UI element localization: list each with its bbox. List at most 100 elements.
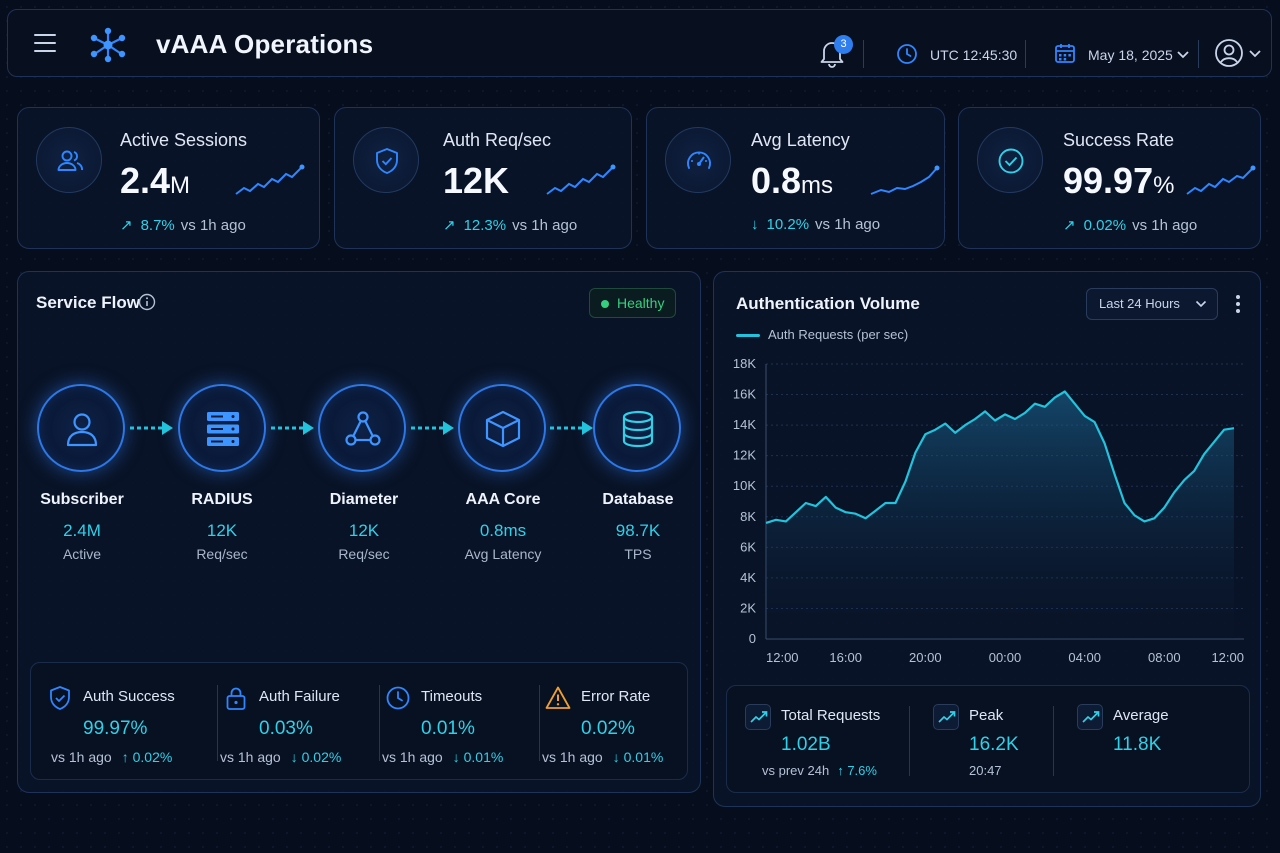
kpi-label: Active Sessions [120,130,248,150]
node-sublabel: Req/sec [338,546,390,562]
y-tick-label: 0 [749,631,756,646]
date-selector[interactable]: May 18, 2025 [1088,47,1173,63]
chevron-down-icon[interactable] [1248,48,1262,60]
arrow-down-icon: ↓ [751,216,759,233]
node-radius[interactable] [178,384,266,472]
stat-value: 0.02% [581,718,635,739]
service-stats: Auth Success 99.97% vs 1h ago ↑ 0.02% Aut… [30,662,688,780]
info-icon[interactable] [138,293,156,311]
stat-footer: vs 1h ago ↑ 0.02% [51,749,173,765]
kpi-card-auth-req[interactable]: Auth Req/sec 12K ↗ 12.3% vs 1h ago [334,107,632,249]
node-name: AAA Core [465,491,541,508]
kpi-card-active-sessions[interactable]: Active Sessions 2.4M ↗ 8.7% vs 1h ago [17,107,320,249]
summary-value: 1.02B [781,734,831,755]
network-logo-icon [90,27,126,63]
legend-swatch [736,334,760,337]
node-name: RADIUS [191,491,253,508]
y-tick-label: 16K [733,387,756,402]
kpi-delta: ↗ 0.02% vs 1h ago [1063,217,1198,234]
node-diameter[interactable] [318,384,406,472]
menu-icon[interactable] [34,34,56,54]
kpi-label: Auth Req/sec [443,130,552,150]
status-badge: Healthy [589,288,676,318]
x-tick-label: 16:00 [829,650,862,665]
stat-footer: vs 1h ago ↓ 0.01% [542,749,664,765]
sparkline [546,164,616,195]
arrow-up-icon: ↗ [443,217,456,234]
node-value: 12K [206,521,238,540]
kpi-delta: ↓ 10.2% vs 1h ago [751,216,881,233]
node-subscriber[interactable] [37,384,125,472]
time-range-select[interactable]: Last 24 Hours [1086,288,1218,320]
sparkline [870,165,940,195]
kpi-card-success-rate[interactable]: Success Rate 99.97% ↗ 0.02% vs 1h ago [958,107,1261,249]
lock-icon [226,687,246,710]
flow-arrow-icon [130,421,173,435]
legend-label: Auth Requests (per sec) [768,327,909,342]
shield-check-icon [353,127,419,193]
kpi-card-avg-latency[interactable]: Avg Latency 0.8ms ↓ 10.2% vs 1h ago [646,107,945,249]
divider [539,685,540,761]
node-value: 12K [348,521,380,540]
volume-summary: Total Requests 1.02B vs prev 24h ↑ 7.6% P… [726,685,1250,793]
summary-label: Total Requests [781,707,881,724]
flow-arrow-icon [411,421,454,435]
divider [379,685,380,761]
divider [1053,706,1054,776]
chart-area [766,391,1234,639]
stat-label: Error Rate [581,688,651,705]
kpi-delta: ↗ 8.7% vs 1h ago [120,217,246,234]
more-options-icon[interactable] [1233,293,1243,315]
user-avatar-icon[interactable] [1214,38,1244,68]
service-flow-panel: Service Flow Healthy [17,271,701,793]
network-icon [345,411,381,446]
kpi-label: Avg Latency [751,130,850,150]
divider [863,40,864,68]
divider [909,706,910,776]
x-tick-label: 12:00 [766,650,799,665]
node-database[interactable] [593,384,681,472]
stat-timeouts: Timeouts 0.01% vs 1h ago ↓ 0.01% [382,663,535,781]
divider [1198,40,1199,68]
y-tick-label: 14K [733,417,756,432]
calendar-icon[interactable] [1054,42,1076,64]
status-dot [601,300,609,308]
stat-auth-failure: Auth Failure 0.03% vs 1h ago ↓ 0.02% [220,663,373,781]
summary-footer: 20:47 [969,763,1002,778]
notification-badge: 3 [834,35,853,54]
sparkline [235,164,305,195]
summary-label: Peak [969,707,1004,724]
x-tick-label: 00:00 [989,650,1022,665]
node-sublabel: Active [62,546,102,562]
summary-peak: Peak 16.2K 20:47 [933,686,1053,794]
divider [1025,40,1026,68]
chart-line [765,390,1235,524]
database-icon [622,410,654,448]
panel-title: Service Flow [36,293,140,312]
kpi-value: 2.4M [120,160,191,201]
node-value: 2.4M [63,521,101,540]
summary-value: 11.8K [1113,734,1162,755]
trend-icon [933,704,959,730]
summary-total-requests: Total Requests 1.02B vs prev 24h ↑ 7.6% [745,686,915,794]
y-tick-label: 12K [733,448,756,463]
node-aaa-core[interactable] [458,384,546,472]
stat-value: 0.01% [421,718,475,739]
y-tick-label: 8K [740,509,756,524]
kpi-label: Success Rate [1063,130,1175,150]
flow-arrow-icon [271,421,314,435]
sparkline [1186,165,1256,195]
chevron-down-icon[interactable] [1176,47,1190,61]
top-header: vAAA Operations 3 UTC 12:45:30 May 18, 2… [7,9,1272,77]
stat-error-rate: Error Rate 0.02% vs 1h ago ↓ 0.01% [542,663,685,781]
stat-value: 99.97% [83,718,148,739]
check-circle-icon [977,127,1043,193]
summary-footer: vs prev 24h ↑ 7.6% [762,763,877,778]
summary-value: 16.2K [969,734,1019,755]
user-icon [66,413,98,447]
arrow-up-icon: ↗ [1063,217,1076,234]
cube-icon [485,410,521,448]
utc-time: UTC 12:45:30 [930,47,1018,63]
auth-volume-panel: Authentication Volume Last 24 Hours Auth… [713,271,1261,807]
node-name: Database [602,491,674,508]
